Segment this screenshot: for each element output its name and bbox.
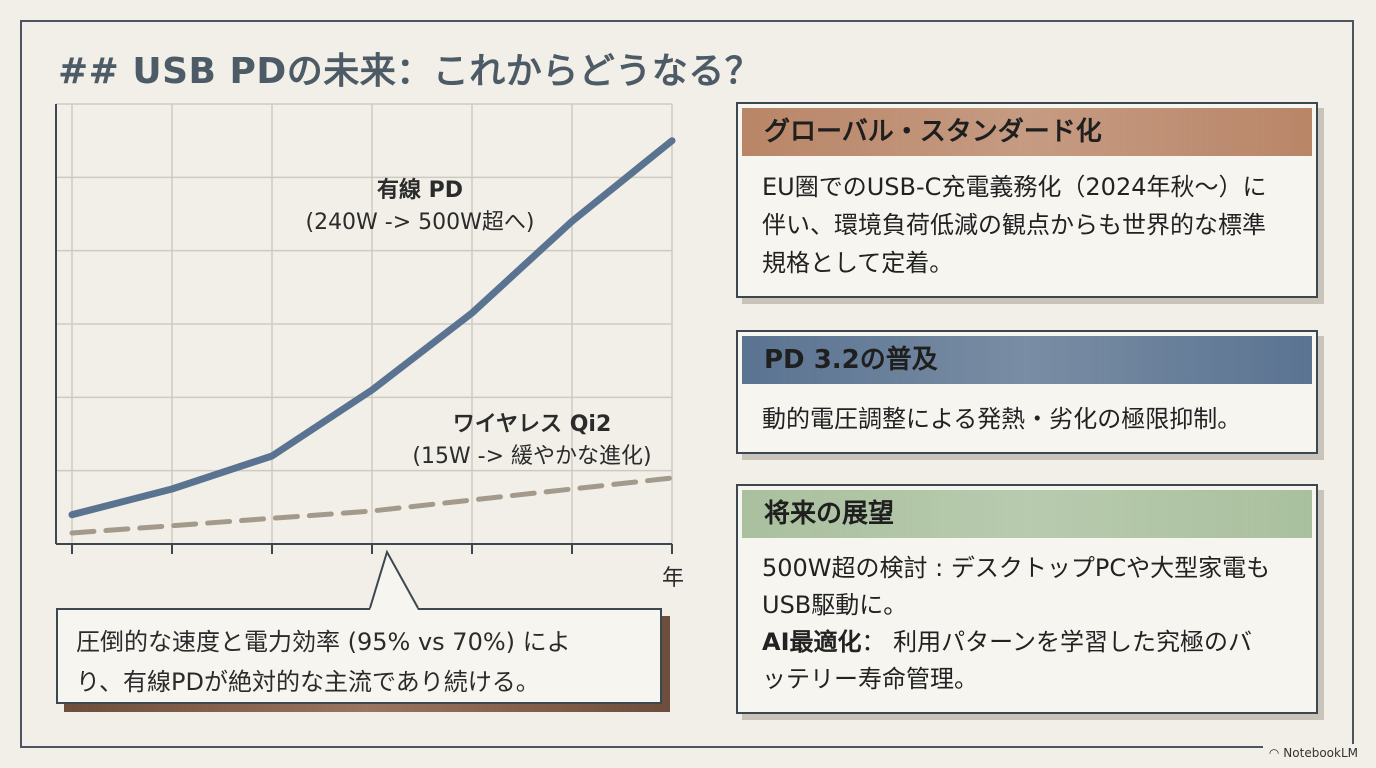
brand-badge: ◠ NotebookLM	[1262, 744, 1364, 762]
wired-pd-note: (240W -> 500W超へ)	[305, 210, 535, 235]
card-future-outlook: 将来の展望 500W超の検討 : デスクトップPCや大型家電も USB駆動に。 …	[736, 484, 1324, 720]
card-text: EU圏でのUSB-C充電義務化（2024年秋〜）に 伴い、環境負荷低減の観点から…	[738, 156, 1316, 294]
wired-pd-series-line	[68, 137, 676, 519]
slide-frame	[20, 20, 1354, 748]
card-header: 将来の展望	[742, 490, 1312, 538]
card-bold-term: AI最適化	[762, 628, 862, 656]
card-body: 将来の展望 500W超の検討 : デスクトップPCや大型家電も USB駆動に。 …	[736, 484, 1318, 714]
line-chart	[55, 103, 676, 554]
card-header: グローバル・スタンダード化	[742, 108, 1312, 156]
card-pd32: PD 3.2の普及 動的電圧調整による発熱・劣化の極限抑制。	[736, 330, 1324, 460]
card-line: 伴い、環境負荷低減の観点からも世界的な標準	[762, 211, 1266, 239]
notebooklm-logo-icon: ◠	[1268, 746, 1280, 760]
wireless-qi2-title: ワイヤレス Qi2	[452, 412, 612, 437]
card-line: 500W超の検討 : デスクトップPCや大型家電も	[762, 554, 1271, 582]
conclusion-callout: 圧倒的な速度と電力効率 (95% vs 70%) によ り、有線PDが絶対的な主…	[56, 549, 670, 712]
wireless-qi2-label: ワイヤレス Qi2 (15W -> 緩やかな進化)	[404, 406, 660, 470]
callout-pointer	[369, 549, 419, 610]
card-line: 動的電圧調整による発熱・劣化の極限抑制。	[762, 405, 1242, 433]
card-body: グローバル・スタンダード化 EU圏でのUSB-C充電義務化（2024年秋〜）に …	[736, 102, 1318, 298]
card-line: USB駆動に。	[762, 591, 908, 619]
card-term-text: ： 利用パターンを学習した究極のバ	[861, 628, 1252, 656]
callout-box: 圧倒的な速度と電力効率 (95% vs 70%) によ り、有線PDが絶対的な主…	[56, 608, 662, 704]
wireless-qi2-series-line	[69, 475, 675, 536]
card-line: EU圏でのUSB-C充電義務化（2024年秋〜）に	[762, 173, 1267, 201]
callout-line-2: り、有線PDが絶対的な主流であり続ける。	[76, 668, 540, 696]
x-axis-label: 年	[661, 566, 684, 591]
card-line: ッテリー寿命管理。	[762, 665, 978, 693]
wireless-qi2-note: (15W -> 緩やかな進化)	[412, 444, 652, 469]
card-body: PD 3.2の普及 動的電圧調整による発熱・劣化の極限抑制。	[736, 330, 1318, 454]
brand-name: NotebookLM	[1283, 746, 1358, 760]
page-title: ## USB PDの未来：これからどうなる？	[58, 51, 762, 92]
card-line: AI最適化： 利用パターンを学習した究極のバ	[762, 624, 1292, 661]
callout-line-1: 圧倒的な速度と電力効率 (95% vs 70%) によ	[76, 628, 571, 656]
card-global-standard: グローバル・スタンダード化 EU圏でのUSB-C充電義務化（2024年秋〜）に …	[736, 102, 1324, 304]
card-header: PD 3.2の普及	[742, 336, 1312, 384]
wired-pd-label: 有線 PD (240W -> 500W超へ)	[300, 172, 540, 236]
card-text: 500W超の検討 : デスクトップPCや大型家電も USB駆動に。 AI最適化：…	[738, 538, 1316, 710]
card-text: 動的電圧調整による発熱・劣化の極限抑制。	[738, 384, 1316, 450]
wired-pd-title: 有線 PD	[376, 178, 464, 203]
card-line: 規格として定着。	[762, 249, 954, 277]
